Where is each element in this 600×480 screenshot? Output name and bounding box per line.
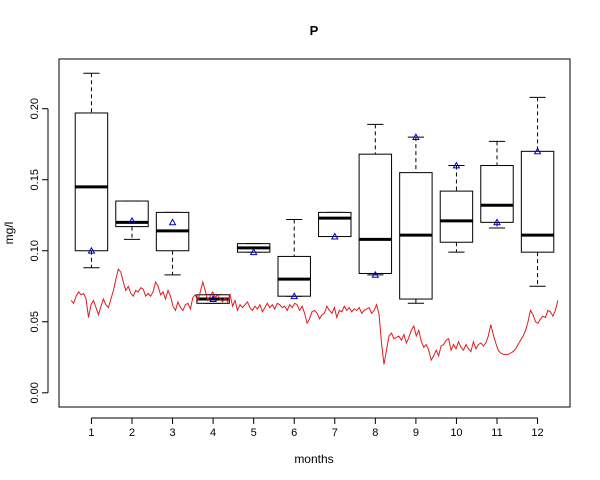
triangle-marker [533,147,542,155]
plot-frame [58,58,571,408]
x-tick-label: 10 [450,427,462,439]
box-month-9 [399,136,433,304]
x-tick-label: 9 [413,427,419,439]
box-body [277,255,311,297]
x-tick-label: 11 [491,427,502,439]
triangle-marker [209,295,217,302]
triangle-marker [249,248,258,256]
x-axis: 1 2 3 4 5 6 7 8 9 10 11 12 [88,417,544,439]
box-body [439,190,474,243]
x-tick-label: 5 [251,427,257,439]
box-month-7 [318,211,352,238]
triangle-marker [87,246,96,254]
y-axis-label: mg/l [2,222,16,245]
box-month-10 [439,165,474,253]
box-body [358,153,393,274]
y-tick-label: 0.05 [29,311,41,332]
box-body [74,112,109,252]
x-tick-label: 7 [332,427,338,439]
y-tick-label: 0.10 [29,240,41,261]
x-tick-label: 2 [129,427,135,439]
box-month-6 [277,219,311,297]
y-tick-label: 0.00 [29,382,41,403]
plot-area [70,72,559,365]
box-month-1 [74,72,109,269]
triangle-marker [128,216,136,224]
x-axis-label: months [294,452,333,466]
box-month-2 [115,200,149,240]
x-tick-label: 3 [169,427,175,439]
red-line-series [70,268,559,365]
box-month-5 [236,243,271,253]
box-body [520,150,555,253]
x-tick-label: 12 [531,427,543,439]
triangle-marker [412,133,420,141]
x-tick-label: 4 [210,427,216,439]
box-month-8 [358,123,393,276]
chart-title: P [310,23,319,38]
y-tick-label: 0.20 [29,98,41,119]
box-month-3 [155,211,190,276]
triangle-marker [371,270,380,278]
y-tick-label: 0.15 [29,169,41,190]
x-tick-label: 8 [372,427,378,439]
triangle-marker [290,292,299,300]
triangle-marker [330,232,339,240]
y-axis: 0.00 0.05 0.10 0.15 0.20 [29,98,49,404]
triangle-marker [493,218,501,226]
box-month-12 [520,96,555,287]
triangle-marker [452,161,461,169]
box-body [480,165,514,223]
box-month-11 [480,140,514,229]
x-tick-label: 1 [88,427,94,439]
triangle-marker [168,218,177,226]
x-tick-label: 6 [291,427,297,439]
